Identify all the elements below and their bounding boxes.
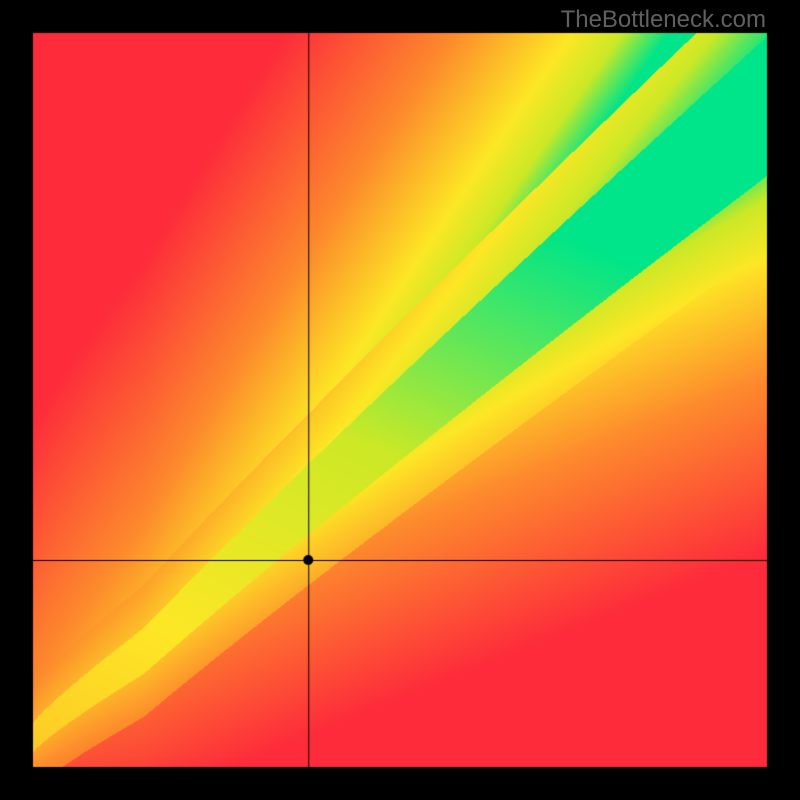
watermark-text: TheBottleneck.com: [561, 6, 766, 34]
bottleneck-heatmap: [0, 0, 800, 800]
chart-container: TheBottleneck.com: [0, 0, 800, 800]
